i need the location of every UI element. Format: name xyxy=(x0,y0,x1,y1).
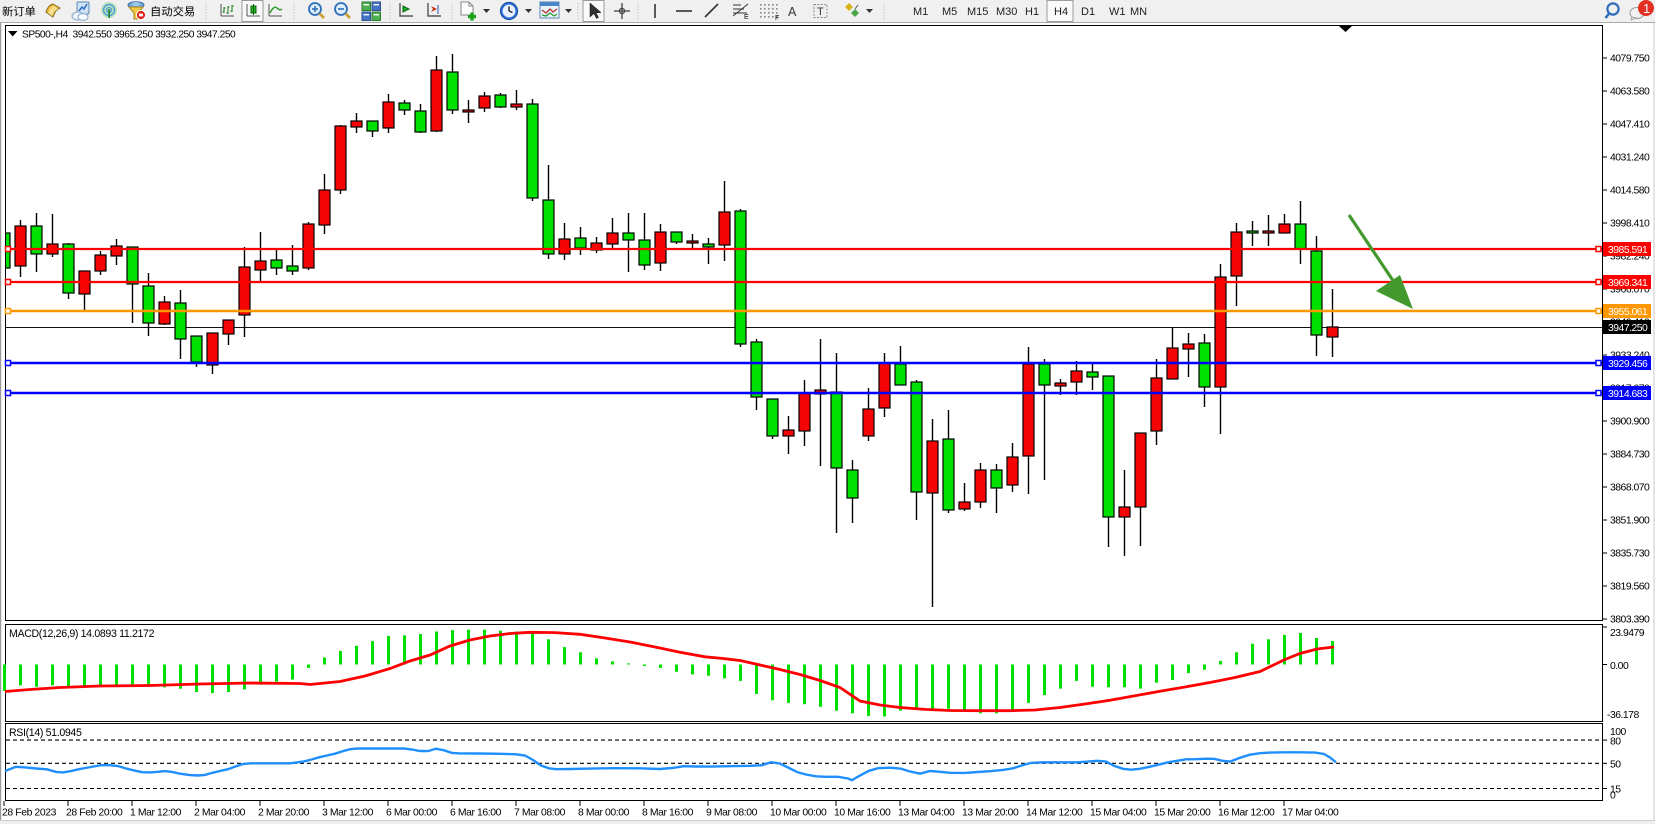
svg-text:2 Mar 20:00: 2 Mar 20:00 xyxy=(258,808,310,819)
svg-text:A: A xyxy=(788,5,797,19)
svg-text:M5: M5 xyxy=(942,6,957,18)
svg-text:W1: W1 xyxy=(1109,6,1126,18)
svg-text:3998.410: 3998.410 xyxy=(1610,219,1650,230)
svg-text:MACD(12,26,9) 14.0893 11.2172: MACD(12,26,9) 14.0893 11.2172 xyxy=(9,628,155,640)
svg-text:M30: M30 xyxy=(996,6,1017,18)
svg-text:8 Mar 00:00: 8 Mar 00:00 xyxy=(578,808,630,819)
svg-text:28 Feb 2023: 28 Feb 2023 xyxy=(2,808,57,819)
svg-text:3982.240: 3982.240 xyxy=(1610,252,1650,263)
svg-text:7 Mar 08:00: 7 Mar 08:00 xyxy=(514,808,566,819)
svg-text:F: F xyxy=(775,15,779,22)
svg-text:3851.900: 3851.900 xyxy=(1610,516,1650,527)
svg-text:100: 100 xyxy=(1610,727,1627,738)
svg-text:3884.730: 3884.730 xyxy=(1610,450,1650,461)
svg-text:SP500-,H4 3942.550 3965.250 3: SP500-,H4 3942.550 3965.250 3932.250 394… xyxy=(22,30,236,41)
svg-text:13 Mar 20:00: 13 Mar 20:00 xyxy=(962,808,1019,819)
svg-text:RSI(14) 51.0945: RSI(14) 51.0945 xyxy=(9,727,82,739)
svg-text:4014.580: 4014.580 xyxy=(1610,186,1650,197)
svg-text:3966.070: 3966.070 xyxy=(1610,285,1650,296)
svg-text:16 Mar 12:00: 16 Mar 12:00 xyxy=(1218,808,1275,819)
svg-text:3914.683: 3914.683 xyxy=(1608,389,1648,400)
svg-text:1 Mar 12:00: 1 Mar 12:00 xyxy=(130,808,182,819)
svg-text:15 Mar 04:00: 15 Mar 04:00 xyxy=(1090,808,1147,819)
svg-text:2 Mar 04:00: 2 Mar 04:00 xyxy=(194,808,246,819)
svg-text:D1: D1 xyxy=(1081,6,1095,18)
svg-text:23.9479: 23.9479 xyxy=(1610,628,1645,639)
svg-text:80: 80 xyxy=(1610,737,1621,748)
svg-text:3 Mar 12:00: 3 Mar 12:00 xyxy=(322,808,374,819)
svg-text:4063.580: 4063.580 xyxy=(1610,87,1650,98)
svg-text:E: E xyxy=(744,14,749,21)
svg-text:4047.410: 4047.410 xyxy=(1610,120,1650,131)
svg-text:4079.750: 4079.750 xyxy=(1610,54,1650,65)
svg-text:3985.591: 3985.591 xyxy=(1608,245,1648,256)
svg-text:3929.456: 3929.456 xyxy=(1608,359,1648,370)
svg-text:8 Mar 16:00: 8 Mar 16:00 xyxy=(642,808,694,819)
svg-text:3969.341: 3969.341 xyxy=(1608,278,1648,289)
svg-text:3900.900: 3900.900 xyxy=(1610,417,1650,428)
svg-text:3955.061: 3955.061 xyxy=(1608,307,1648,318)
svg-text:MN: MN xyxy=(1130,6,1147,18)
svg-text:M1: M1 xyxy=(913,6,928,18)
svg-text:10 Mar 16:00: 10 Mar 16:00 xyxy=(834,808,891,819)
svg-text:15 Mar 20:00: 15 Mar 20:00 xyxy=(1154,808,1211,819)
svg-text:H4: H4 xyxy=(1054,6,1068,18)
svg-text:13 Mar 04:00: 13 Mar 04:00 xyxy=(898,808,955,819)
svg-text:H1: H1 xyxy=(1025,6,1039,18)
svg-text:3819.560: 3819.560 xyxy=(1610,582,1650,593)
svg-text:3868.070: 3868.070 xyxy=(1610,483,1650,494)
svg-text:M15: M15 xyxy=(967,6,988,18)
svg-text:14 Mar 12:00: 14 Mar 12:00 xyxy=(1026,808,1083,819)
svg-text:50: 50 xyxy=(1610,760,1621,771)
svg-text:3803.390: 3803.390 xyxy=(1610,615,1650,626)
svg-text:6 Mar 00:00: 6 Mar 00:00 xyxy=(386,808,438,819)
svg-text:-36.178: -36.178 xyxy=(1607,710,1639,721)
svg-text:4031.240: 4031.240 xyxy=(1610,153,1650,164)
svg-text:9 Mar 08:00: 9 Mar 08:00 xyxy=(706,808,758,819)
svg-text:3835.730: 3835.730 xyxy=(1610,549,1650,560)
svg-text:6 Mar 16:00: 6 Mar 16:00 xyxy=(450,808,502,819)
svg-text:15: 15 xyxy=(1610,785,1621,796)
svg-text:10 Mar 00:00: 10 Mar 00:00 xyxy=(770,808,827,819)
svg-text:0: 0 xyxy=(1610,791,1616,802)
svg-text:28 Feb 20:00: 28 Feb 20:00 xyxy=(66,808,123,819)
svg-text:1: 1 xyxy=(1643,1,1650,16)
svg-text:3947.250: 3947.250 xyxy=(1608,323,1648,334)
svg-text:T: T xyxy=(817,6,824,18)
svg-text:17 Mar 04:00: 17 Mar 04:00 xyxy=(1282,808,1339,819)
svg-text:0.00: 0.00 xyxy=(1610,661,1629,672)
